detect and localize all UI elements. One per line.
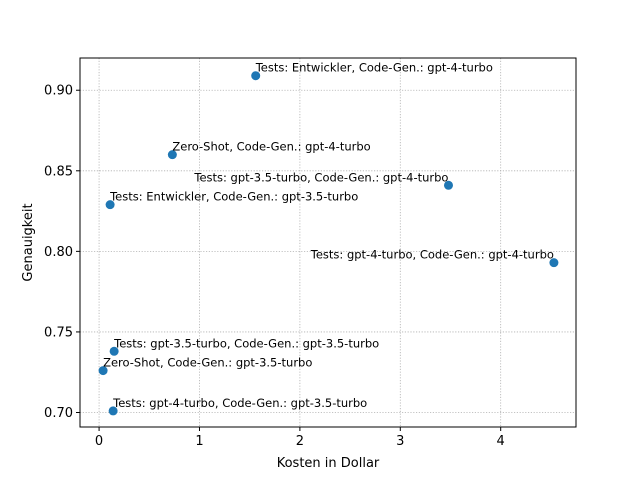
point-label: Tests: Entwickler, Code-Gen.: gpt-4-turb… [255,61,493,75]
x-tick-label: 1 [195,434,203,449]
x-axis-label: Kosten in Dollar [277,456,380,471]
point-label: Tests: Entwickler, Code-Gen.: gpt-3.5-tu… [109,190,358,204]
x-axis: 0 1 2 3 4 [95,427,505,449]
data-point [549,258,559,268]
x-tick-label: 3 [396,434,404,449]
point-label: Tests: gpt-4-turbo, Code-Gen.: gpt-4-tur… [310,248,554,262]
plot-area-frame [79,57,577,428]
x-tick-label: 2 [296,434,304,449]
y-tick-label: 0.85 [44,164,73,179]
grid [80,58,576,427]
point-label: Zero-Shot, Code-Gen.: gpt-4-turbo [172,140,370,154]
data-point [98,366,108,376]
data-point [109,346,119,356]
x-tick-label: 0 [95,434,103,449]
y-tick-label: 0.90 [44,84,73,99]
data-points [98,71,559,416]
data-point [167,150,177,160]
data-point [443,180,453,190]
data-point [251,71,261,81]
point-label: Tests: gpt-3.5-turbo, Code-Gen.: gpt-4-t… [193,170,448,184]
point-label: Tests: gpt-4-turbo, Code-Gen.: gpt-3.5-t… [112,396,367,410]
y-tick-label: 0.80 [44,245,73,260]
y-axis-label: Genauigkeit [21,203,36,281]
point-labels: Tests: Entwickler, Code-Gen.: gpt-4-turb… [103,61,554,410]
y-axis: 0.70 0.75 0.80 0.85 0.90 [44,84,80,421]
data-point [105,200,115,210]
point-label: Zero-Shot, Code-Gen.: gpt-3.5-turbo [103,356,312,370]
x-tick-label: 4 [497,434,505,449]
y-tick-label: 0.75 [44,325,73,340]
data-point [108,406,118,416]
point-label: Tests: gpt-3.5-turbo, Code-Gen.: gpt-3.5… [113,336,379,350]
y-tick-label: 0.70 [44,406,73,421]
